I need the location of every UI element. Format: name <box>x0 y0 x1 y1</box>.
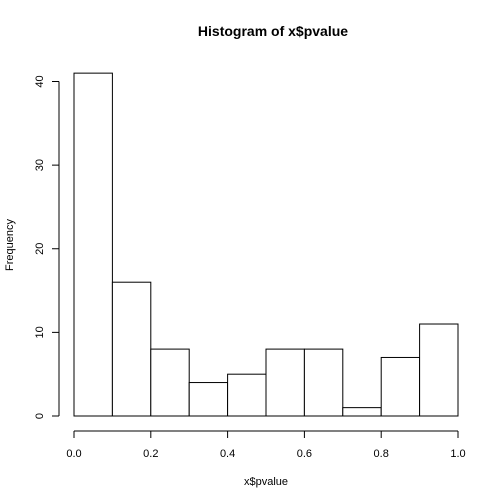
chart-title: Histogram of x$pvalue <box>198 23 348 39</box>
y-axis: 0 10 20 30 40 <box>34 75 60 419</box>
bars-layer <box>73 72 459 417</box>
x-tick-label: 1.0 <box>450 448 465 460</box>
y-tick-label: 10 <box>34 326 46 338</box>
y-tick-label: 20 <box>34 243 46 255</box>
x-tick-label: 0.8 <box>374 448 389 460</box>
x-tick-label: 0.2 <box>143 448 158 460</box>
histogram-bar <box>227 373 267 417</box>
histogram-bar <box>303 348 344 417</box>
x-axis: 0.0 0.2 0.4 0.6 0.8 1.0 <box>66 430 466 460</box>
y-tick-label: 30 <box>34 159 46 171</box>
y-tick-label: 40 <box>34 75 46 87</box>
y-axis-label: Frequency <box>4 219 16 271</box>
histogram-bar <box>188 382 229 417</box>
histogram-bar <box>342 407 382 417</box>
y-tick-label: 0 <box>34 413 46 419</box>
x-tick-label: 0.6 <box>297 448 312 460</box>
x-tick-label: 0.0 <box>66 448 81 460</box>
histogram-bar <box>73 72 113 417</box>
histogram-bar <box>111 281 152 417</box>
histogram-bar <box>150 348 190 417</box>
histogram-bar <box>265 348 305 417</box>
histogram-bar <box>380 356 421 417</box>
x-axis-label: x$pvalue <box>244 476 288 488</box>
x-tick-label: 0.4 <box>220 448 235 460</box>
histogram-bar <box>419 323 459 417</box>
